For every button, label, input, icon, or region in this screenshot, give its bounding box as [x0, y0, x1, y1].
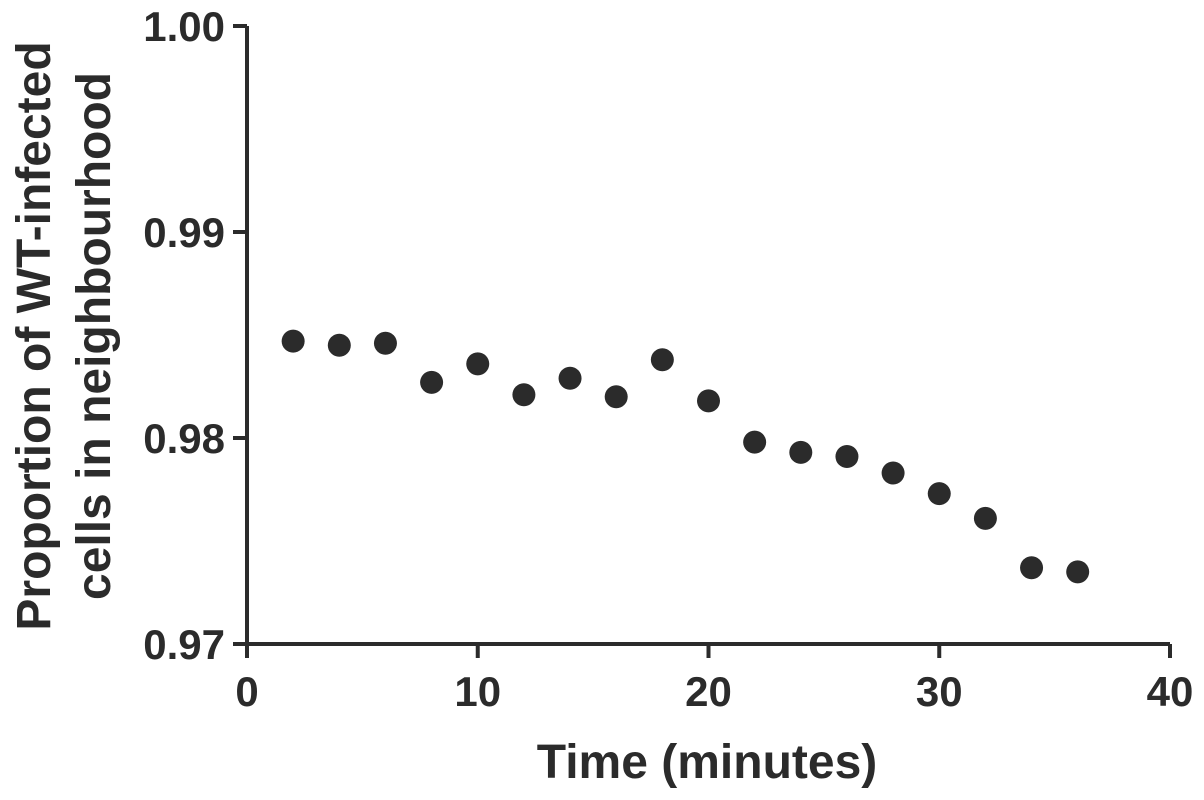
data-point	[281, 329, 305, 353]
y-axis-ticks: 0.97 0.98 0.99 1.00	[143, 3, 247, 668]
x-tick-label: 40	[1147, 668, 1194, 715]
data-point	[1066, 560, 1090, 584]
x-tick-label: 10	[454, 668, 501, 715]
y-tick-label: 1.00	[143, 3, 225, 50]
data-point	[835, 445, 859, 469]
data-point	[558, 366, 582, 390]
y-axis-title-line-1: Proportion of WT-infected	[8, 41, 61, 630]
data-point	[604, 385, 628, 409]
data-point	[420, 370, 444, 394]
y-tick-label: 0.98	[143, 415, 225, 462]
data-point	[327, 333, 351, 357]
data-points	[281, 329, 1090, 584]
x-tick-label: 30	[916, 668, 963, 715]
data-point	[1020, 556, 1044, 580]
y-axis-title: Proportion of WT-infected cells in neigh…	[8, 41, 121, 630]
data-point	[697, 389, 720, 413]
data-point	[650, 348, 674, 372]
x-tick-label: 0	[235, 668, 258, 715]
y-tick-label: 0.97	[143, 621, 225, 668]
data-point	[512, 383, 536, 407]
x-axis-title: Time (minutes)	[537, 736, 878, 789]
data-point	[373, 331, 397, 355]
data-point	[927, 482, 951, 506]
x-tick-label: 20	[685, 668, 732, 715]
data-point	[466, 352, 490, 376]
data-point	[743, 430, 767, 454]
data-point	[789, 440, 813, 464]
y-axis-title-line-2: cells in neighbourhood	[68, 72, 121, 600]
data-point	[973, 506, 997, 530]
y-tick-label: 0.99	[143, 209, 225, 256]
data-point	[881, 461, 905, 485]
x-axis-ticks: 0 10 20 30 40	[235, 644, 1193, 715]
